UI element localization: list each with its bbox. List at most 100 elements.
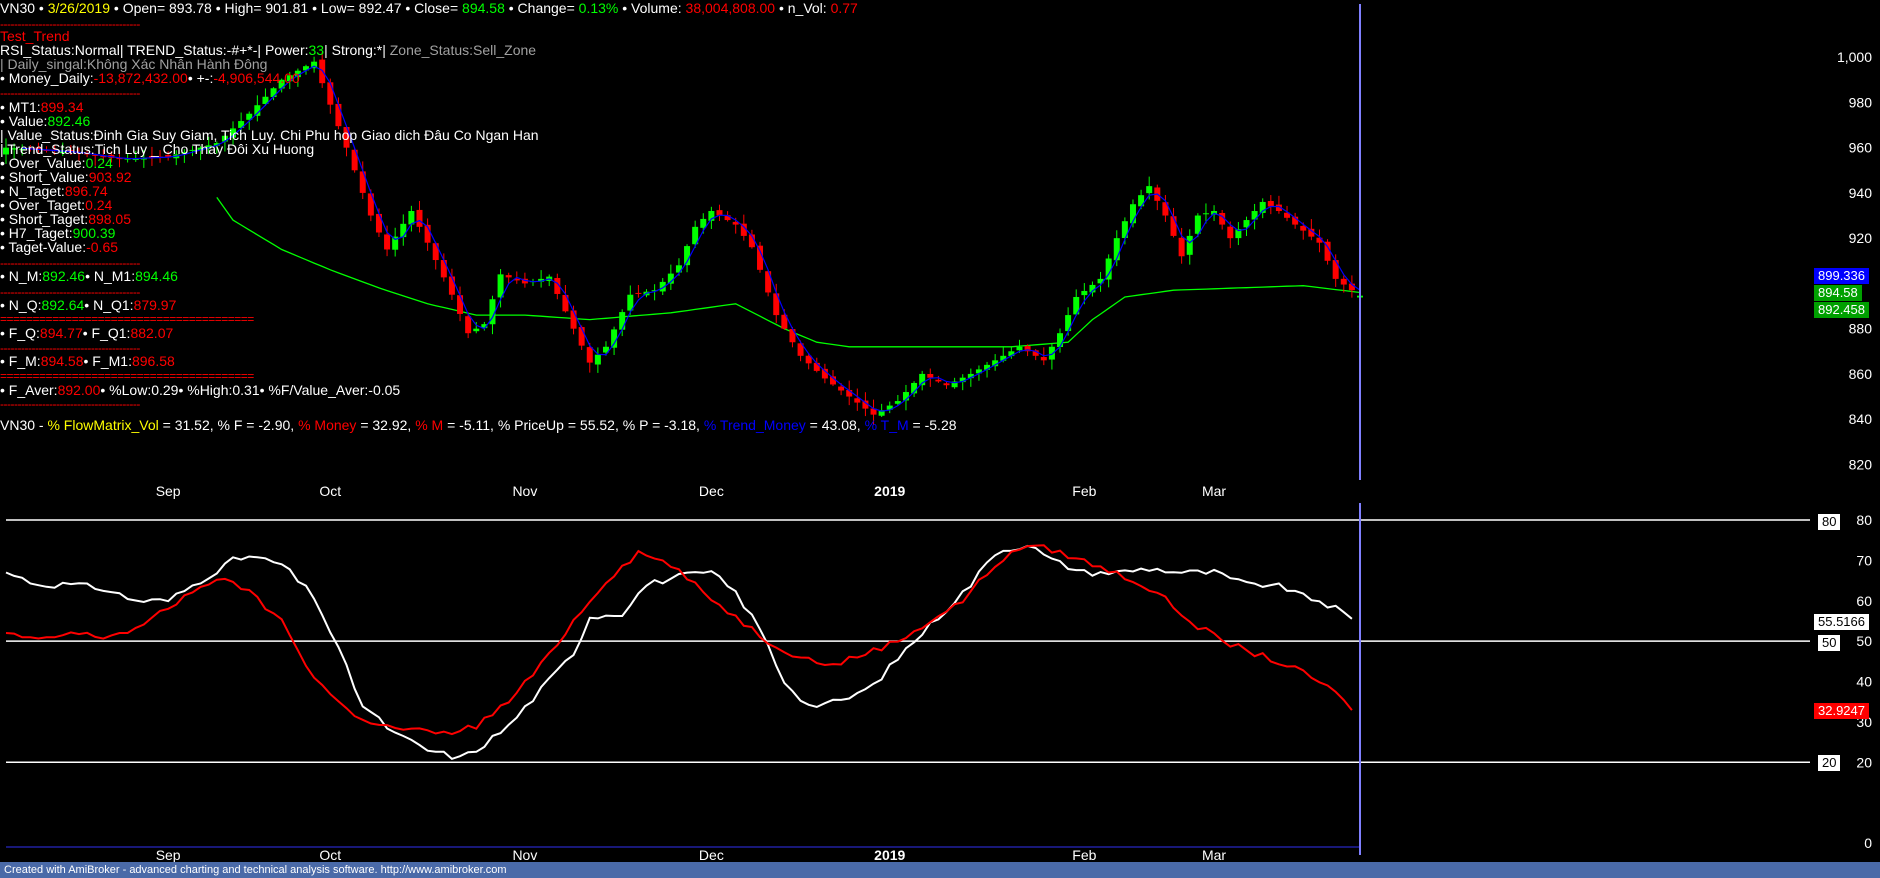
lower-red-tag: 32.9247 xyxy=(1814,703,1869,719)
candle-body xyxy=(862,400,869,409)
candle-body xyxy=(984,364,991,370)
upper-close-tag: 894.58 xyxy=(1814,285,1862,301)
short-value-label: • Short_Value: xyxy=(0,169,89,185)
candle-body xyxy=(586,347,593,363)
candle-body xyxy=(11,148,18,150)
x-tick-label: 2019 xyxy=(874,483,905,499)
candle-body xyxy=(246,113,253,120)
lower-y-tick-label: 80 xyxy=(1856,512,1872,528)
separator: ---------------------------------------- xyxy=(0,399,140,409)
candle-body xyxy=(594,354,601,365)
separator: ---------------------------------------- xyxy=(0,88,140,98)
f-q-value: 894.77 xyxy=(39,325,83,341)
candle-body xyxy=(1146,186,1153,194)
over-taget-label: • Over_Taget: xyxy=(0,197,86,213)
candle-body xyxy=(740,223,747,236)
candle-body xyxy=(359,171,366,193)
money-value: = 32.92, xyxy=(360,417,412,433)
f-aver-line: • F_Aver:892.00• %Low:0.29• %High:0.31• … xyxy=(0,382,400,399)
candle-body xyxy=(992,360,999,367)
money-label: % Money xyxy=(298,417,357,433)
fast-ma-path xyxy=(22,65,1361,412)
n-q-label: • N_Q: xyxy=(0,297,42,313)
over-taget-line: • Over_Taget:0.24 xyxy=(0,197,112,214)
short-taget-value: 898.05 xyxy=(88,211,132,227)
candle-body xyxy=(327,82,334,105)
candle-body xyxy=(838,386,845,391)
candle-body xyxy=(765,271,772,293)
candle-body xyxy=(1316,237,1323,243)
power-value: 33 xyxy=(308,42,325,58)
candle-body xyxy=(513,278,520,281)
zone-status: Zone_Status:Sell_Zone xyxy=(385,42,537,58)
candle-body xyxy=(1113,238,1120,261)
f-q1-value: 882.07 xyxy=(130,325,174,341)
upper-y-tick-label: 860 xyxy=(1849,366,1873,382)
candle-body xyxy=(562,294,569,312)
header-open: Open= 893.78 xyxy=(122,0,212,16)
candle-body xyxy=(846,389,853,397)
money-daily-value: -13,872,432.00 xyxy=(93,70,188,86)
candle-body xyxy=(927,373,934,378)
candle-body xyxy=(789,329,796,343)
header-change: 0.13% xyxy=(578,0,619,16)
candle-body xyxy=(821,368,828,379)
f-q-label: • F_Q: xyxy=(0,325,40,341)
upper-green-tag: 892.458 xyxy=(1814,302,1869,318)
header-close-label: Close= xyxy=(414,0,459,16)
candle-body xyxy=(894,401,901,404)
candle-body xyxy=(870,408,877,415)
slow-ma-path xyxy=(216,197,1361,348)
over-value-line: • Over_Value:0.24 xyxy=(0,155,113,172)
candle-body xyxy=(538,278,545,282)
candle-body xyxy=(1097,278,1104,284)
candle-body xyxy=(335,103,342,127)
candle-body xyxy=(805,355,812,364)
header-date: 3/26/2019 xyxy=(47,0,111,16)
separator: ---------------------------------------- xyxy=(0,343,140,353)
mt1-label: • MT1: xyxy=(0,99,41,115)
candle-body xyxy=(1138,195,1145,207)
upper-axis-labels: 820 840 860 880 920 940 960 980 1,000 xyxy=(1837,49,1872,472)
candle-body xyxy=(448,276,455,295)
candle-body xyxy=(570,310,577,329)
n-m-line: • N_M:892.46• N_M1:894.46 xyxy=(0,268,178,285)
n-taget-value: 896.74 xyxy=(64,183,108,199)
f-value: = -2.90, xyxy=(246,417,295,433)
candle-body xyxy=(716,210,723,216)
separator: ---------------------------------------- xyxy=(0,258,140,268)
candle-body xyxy=(457,295,464,314)
candle-body xyxy=(813,362,820,371)
upper-x-axis: Sep Oct Nov Dec 2019 Feb Mar xyxy=(156,483,1227,499)
daily-signal: | Daily_singal:Không Xác Nhân Hành Đông xyxy=(0,56,268,72)
candle-body xyxy=(197,147,204,151)
header-low: Low= 892.47 xyxy=(320,0,402,16)
candle-body xyxy=(286,75,293,82)
candle-body xyxy=(619,312,626,330)
candle-body xyxy=(230,128,237,138)
candle-body xyxy=(400,223,407,238)
candlestick-series xyxy=(3,52,1363,425)
candle-body xyxy=(238,121,245,128)
money-pm-label: • +-: xyxy=(187,70,214,86)
candle-body xyxy=(1243,220,1250,228)
f-label: % F xyxy=(217,417,243,433)
candle-body xyxy=(951,381,958,388)
candle-body xyxy=(1040,357,1047,361)
n-taget-label: • N_Taget: xyxy=(0,183,65,199)
n-q-value: 892.64 xyxy=(41,297,85,313)
candle-body xyxy=(1235,229,1242,239)
candle-body xyxy=(205,145,212,149)
test-trend-title: Test_Trend xyxy=(0,28,70,44)
candle-body xyxy=(554,277,561,294)
header-close: 894.58 xyxy=(462,0,505,16)
n-q-line: • N_Q:892.64• N_Q1:879.97 xyxy=(0,297,176,314)
value-status: | Value_Status:Đinh Gia Suy Giam, Tich L… xyxy=(0,127,539,143)
candle-body xyxy=(165,154,172,157)
candle-body xyxy=(1089,284,1096,293)
over-value-value: 0.24 xyxy=(85,155,113,171)
n-q1-label: • N_Q1: xyxy=(84,297,134,313)
candle-body xyxy=(967,373,974,379)
